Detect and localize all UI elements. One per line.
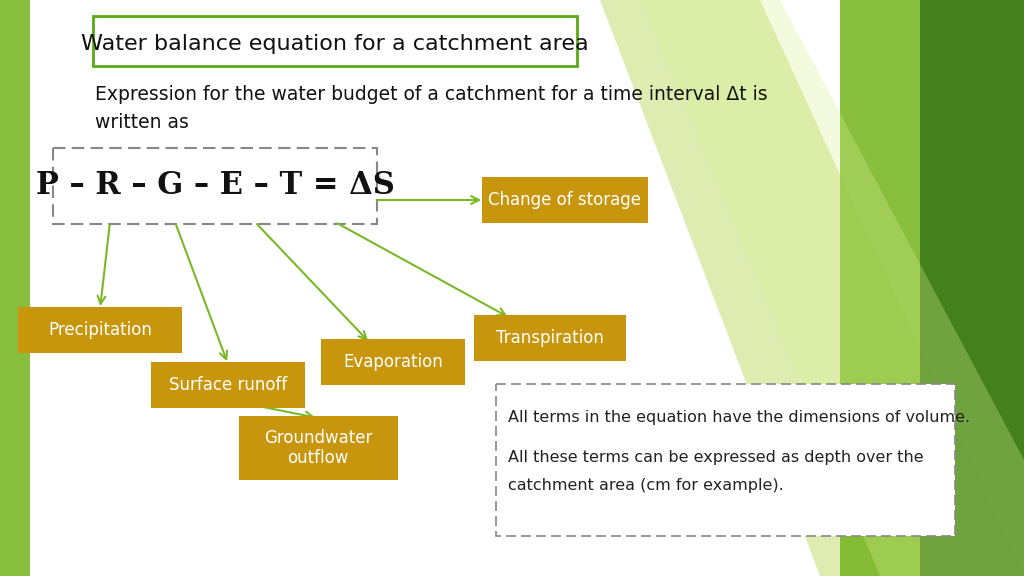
Polygon shape [0, 0, 30, 576]
Text: Groundwater
outflow: Groundwater outflow [264, 429, 372, 467]
Text: Precipitation: Precipitation [48, 321, 152, 339]
Text: Expression for the water budget of a catchment for a time interval Δt is: Expression for the water budget of a cat… [95, 85, 768, 104]
FancyBboxPatch shape [151, 362, 305, 408]
Text: Surface runoff: Surface runoff [169, 376, 287, 394]
FancyBboxPatch shape [239, 416, 397, 480]
FancyBboxPatch shape [93, 16, 577, 66]
FancyBboxPatch shape [482, 177, 648, 223]
FancyBboxPatch shape [18, 307, 182, 353]
Text: written as: written as [95, 112, 188, 131]
Polygon shape [640, 0, 1024, 576]
Text: All these terms can be expressed as depth over the: All these terms can be expressed as dept… [508, 450, 924, 465]
Polygon shape [920, 0, 1024, 576]
Text: All terms in the equation have the dimensions of volume.: All terms in the equation have the dimen… [508, 410, 970, 425]
Text: Water balance equation for a catchment area: Water balance equation for a catchment a… [81, 34, 589, 54]
Polygon shape [600, 0, 1024, 576]
FancyBboxPatch shape [321, 339, 465, 385]
Polygon shape [840, 0, 920, 576]
Text: Evaporation: Evaporation [343, 353, 442, 371]
FancyBboxPatch shape [496, 384, 955, 536]
Text: catchment area (cm for example).: catchment area (cm for example). [508, 478, 783, 493]
FancyBboxPatch shape [53, 148, 377, 224]
Text: Change of storage: Change of storage [488, 191, 641, 209]
Text: P – R – G – E – T = ΔS: P – R – G – E – T = ΔS [36, 170, 394, 202]
FancyBboxPatch shape [474, 315, 626, 361]
Text: Transpiration: Transpiration [496, 329, 604, 347]
